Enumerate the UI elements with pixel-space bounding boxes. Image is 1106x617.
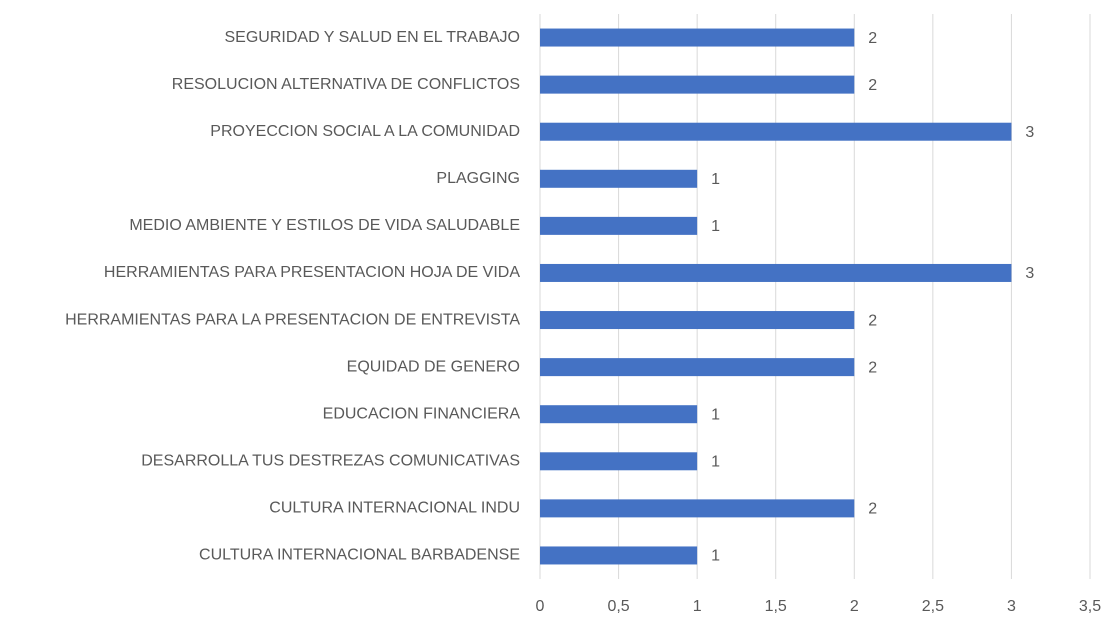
x-tick-label: 0,5 [607, 598, 629, 615]
x-tick-label: 2 [850, 598, 859, 615]
bar [540, 169, 698, 188]
data-label: 2 [868, 312, 877, 329]
bar [540, 28, 855, 47]
y-tick-label: PROYECCION SOCIAL A LA COMUNIDAD [210, 123, 520, 140]
data-label: 3 [1025, 124, 1034, 141]
data-label: 1 [711, 218, 720, 235]
y-tick-label: EQUIDAD DE GENERO [347, 358, 520, 375]
y-tick-label: SEGURIDAD Y SALUD EN EL TRABAJO [225, 29, 521, 46]
y-tick-label: CULTURA INTERNACIONAL INDU [269, 500, 520, 517]
x-tick-label: 1 [693, 598, 702, 615]
x-tick-label: 1,5 [765, 598, 787, 615]
y-tick-label: RESOLUCION ALTERNATIVA DE CONFLICTOS [172, 76, 520, 93]
bar [540, 358, 855, 377]
data-label: 2 [868, 501, 877, 518]
x-tick-label: 0 [536, 598, 545, 615]
x-tick-label: 2,5 [922, 598, 944, 615]
y-tick-label: CULTURA INTERNACIONAL BARBADENSE [199, 547, 520, 564]
bar [540, 405, 698, 424]
y-tick-label: PLAGGING [436, 170, 520, 187]
bar [540, 452, 698, 471]
data-label: 1 [711, 406, 720, 423]
y-tick-label: DESARROLLA TUS DESTREZAS COMUNICATIVAS [141, 453, 520, 470]
bar [540, 122, 1012, 141]
x-tick-label: 3,5 [1079, 598, 1101, 615]
bar [540, 216, 698, 235]
data-label: 2 [868, 30, 877, 47]
bar [540, 499, 855, 518]
data-label: 1 [711, 548, 720, 565]
data-label: 2 [868, 77, 877, 94]
y-tick-label: HERRAMIENTAS PARA PRESENTACION HOJA DE V… [104, 264, 520, 281]
bar [540, 546, 698, 565]
data-label: 1 [711, 454, 720, 471]
data-label: 3 [1025, 265, 1034, 282]
y-tick-label: HERRAMIENTAS PARA LA PRESENTACION DE ENT… [65, 311, 520, 328]
data-label: 2 [868, 359, 877, 376]
data-label: 1 [711, 171, 720, 188]
y-tick-label: MEDIO AMBIENTE Y ESTILOS DE VIDA SALUDAB… [129, 217, 520, 234]
x-tick-label: 3 [1007, 598, 1016, 615]
y-tick-label: EDUCACION FINANCIERA [323, 405, 521, 422]
bar [540, 311, 855, 330]
bar [540, 263, 1012, 282]
bar [540, 75, 855, 94]
